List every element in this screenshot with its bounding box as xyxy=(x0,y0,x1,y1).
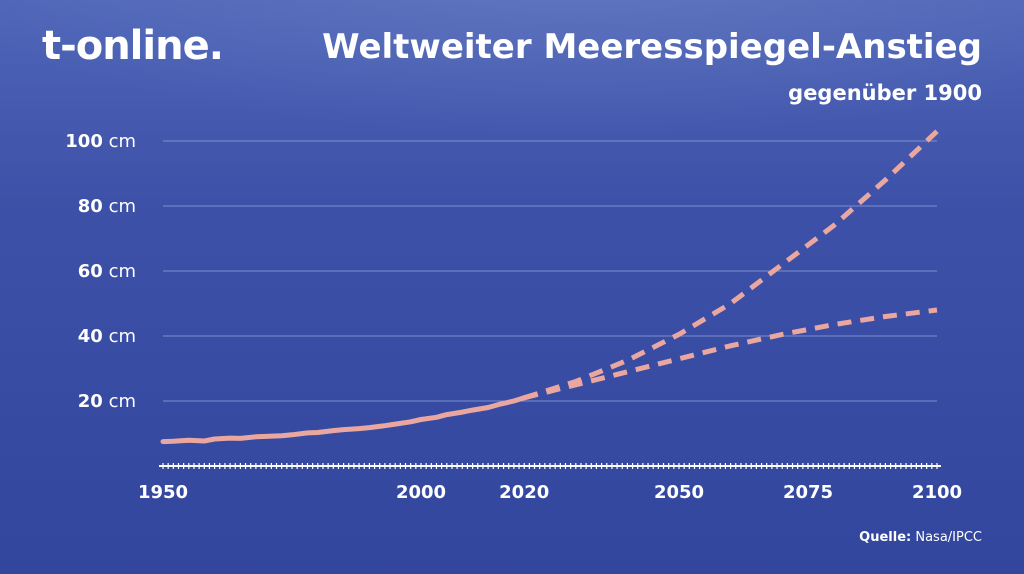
x-tick-label-2000: 2000 xyxy=(396,482,446,503)
x-axis-minor-ticks xyxy=(162,463,938,469)
source-label: Quelle: xyxy=(859,530,912,545)
y-tick-label-60: 60 cm xyxy=(78,261,136,282)
x-axis-tick-labels: 1950 2000 2020 2050 2075 2100 xyxy=(138,482,962,503)
projection-line-2 xyxy=(523,307,938,401)
y-tick-label-100: 100 cm xyxy=(65,131,136,152)
x-tick-label-2020: 2020 xyxy=(499,482,549,503)
x-axis xyxy=(159,463,941,469)
series-lines xyxy=(160,129,939,445)
x-tick-label-2075: 2075 xyxy=(783,482,833,503)
projection-line-1 xyxy=(523,129,939,401)
x-tick-label-1950: 1950 xyxy=(138,482,188,503)
chart-title: Weltweiter Meeresspiegel-Anstieg xyxy=(322,27,982,67)
t-online-logo: t-online. xyxy=(42,23,224,69)
observed-line-0 xyxy=(160,395,527,445)
y-tick-label-80: 80 cm xyxy=(78,196,136,217)
source-text: Nasa/IPCC xyxy=(915,530,982,545)
y-tick-label-40: 40 cm xyxy=(78,326,136,347)
y-tick-label-20: 20 cm xyxy=(78,391,136,412)
grid-lines xyxy=(163,140,937,402)
x-tick-label-2100: 2100 xyxy=(912,482,962,503)
x-tick-label-2050: 2050 xyxy=(654,482,704,503)
source-note: Quelle: Nasa/IPCC xyxy=(682,528,982,548)
y-axis-ticks: 20 cm 40 cm 60 cm 80 cm 100 cm xyxy=(65,131,136,412)
chart-subtitle: gegenüber 1900 xyxy=(788,81,982,105)
